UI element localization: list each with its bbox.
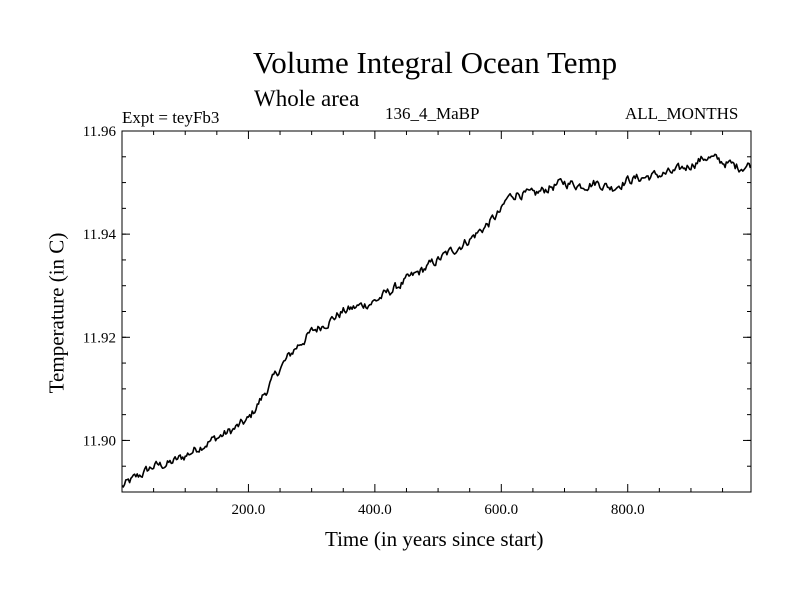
y-tick-label: 11.94 (83, 227, 117, 243)
plot-frame (121, 130, 752, 493)
x-tick-label: 200.0 (232, 502, 266, 518)
chart-subtitle: Whole area (254, 86, 360, 111)
x-axis-label: Time (in years since start) (325, 527, 544, 551)
x-tick-label: 600.0 (484, 502, 518, 518)
series-group (121, 153, 752, 488)
chart-title: Volume Integral Ocean Temp (252, 45, 618, 80)
y-tick-label: 11.96 (83, 124, 117, 140)
axis-ticks: 200.0 400.0 600.0 800.0 11.90 11.92 11.94 11.96 (83, 124, 751, 518)
months-label: ALL_MONTHS (625, 104, 739, 123)
period-label: 136_4_MaBP (385, 104, 480, 123)
experiment-label: Expt = teyFb3 (122, 108, 220, 127)
temperature-series-line (121, 153, 752, 488)
y-tick-label: 11.92 (83, 330, 116, 346)
y-tick-label: 11.90 (83, 433, 116, 449)
x-tick-label: 800.0 (611, 502, 645, 518)
x-tick-label: 400.0 (358, 502, 392, 518)
